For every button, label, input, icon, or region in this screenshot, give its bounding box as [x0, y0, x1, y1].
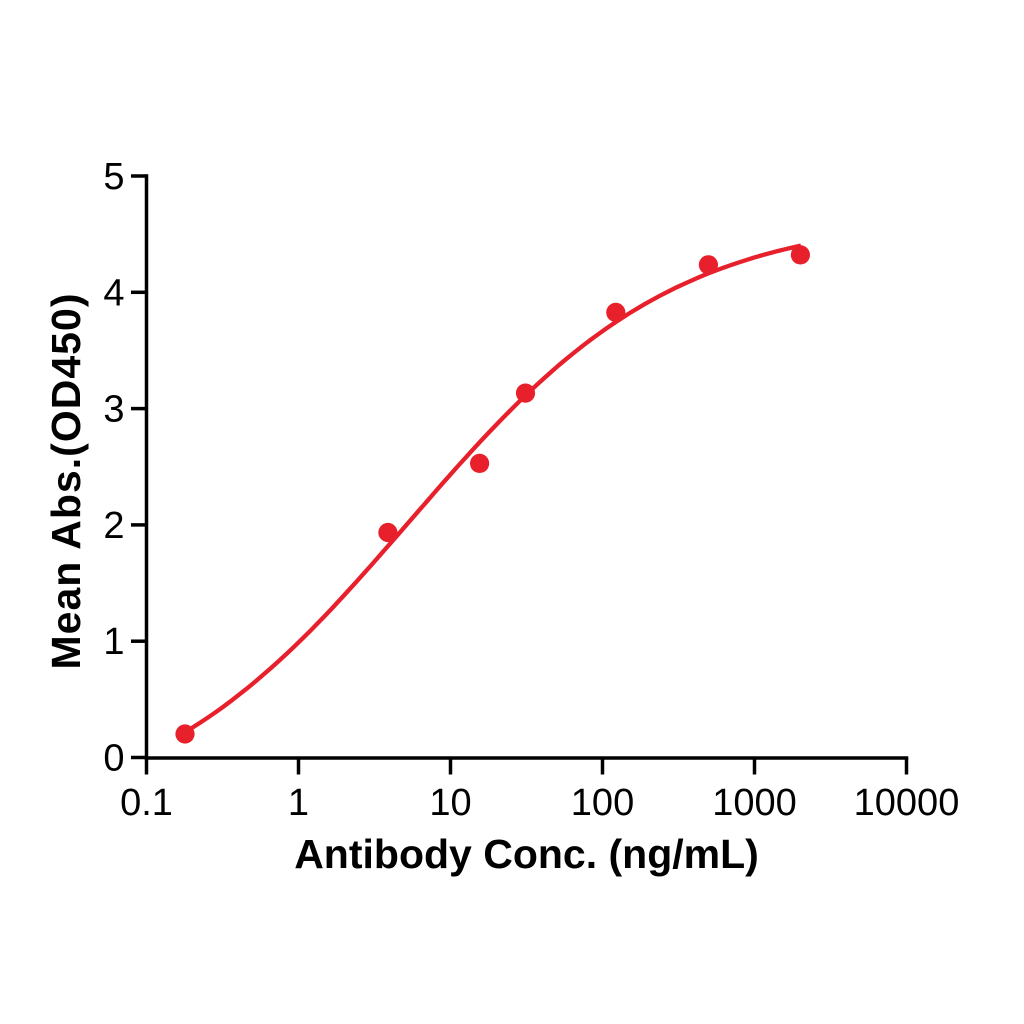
svg-text:1000: 1000 [712, 782, 797, 824]
svg-text:Antibody Conc. (ng/mL): Antibody Conc. (ng/mL) [294, 831, 759, 877]
svg-text:1: 1 [103, 621, 124, 663]
svg-text:5: 5 [103, 156, 124, 198]
svg-text:1: 1 [288, 782, 309, 824]
svg-text:2: 2 [103, 505, 124, 547]
svg-text:Mean Abs.(OD450): Mean Abs.(OD450) [43, 294, 89, 670]
svg-text:0: 0 [103, 738, 124, 780]
svg-text:4: 4 [103, 272, 124, 314]
svg-text:0.1: 0.1 [120, 782, 173, 824]
svg-text:10: 10 [429, 782, 471, 824]
svg-text:3: 3 [103, 389, 124, 431]
svg-text:100: 100 [571, 782, 634, 824]
svg-text:10000: 10000 [854, 782, 960, 824]
